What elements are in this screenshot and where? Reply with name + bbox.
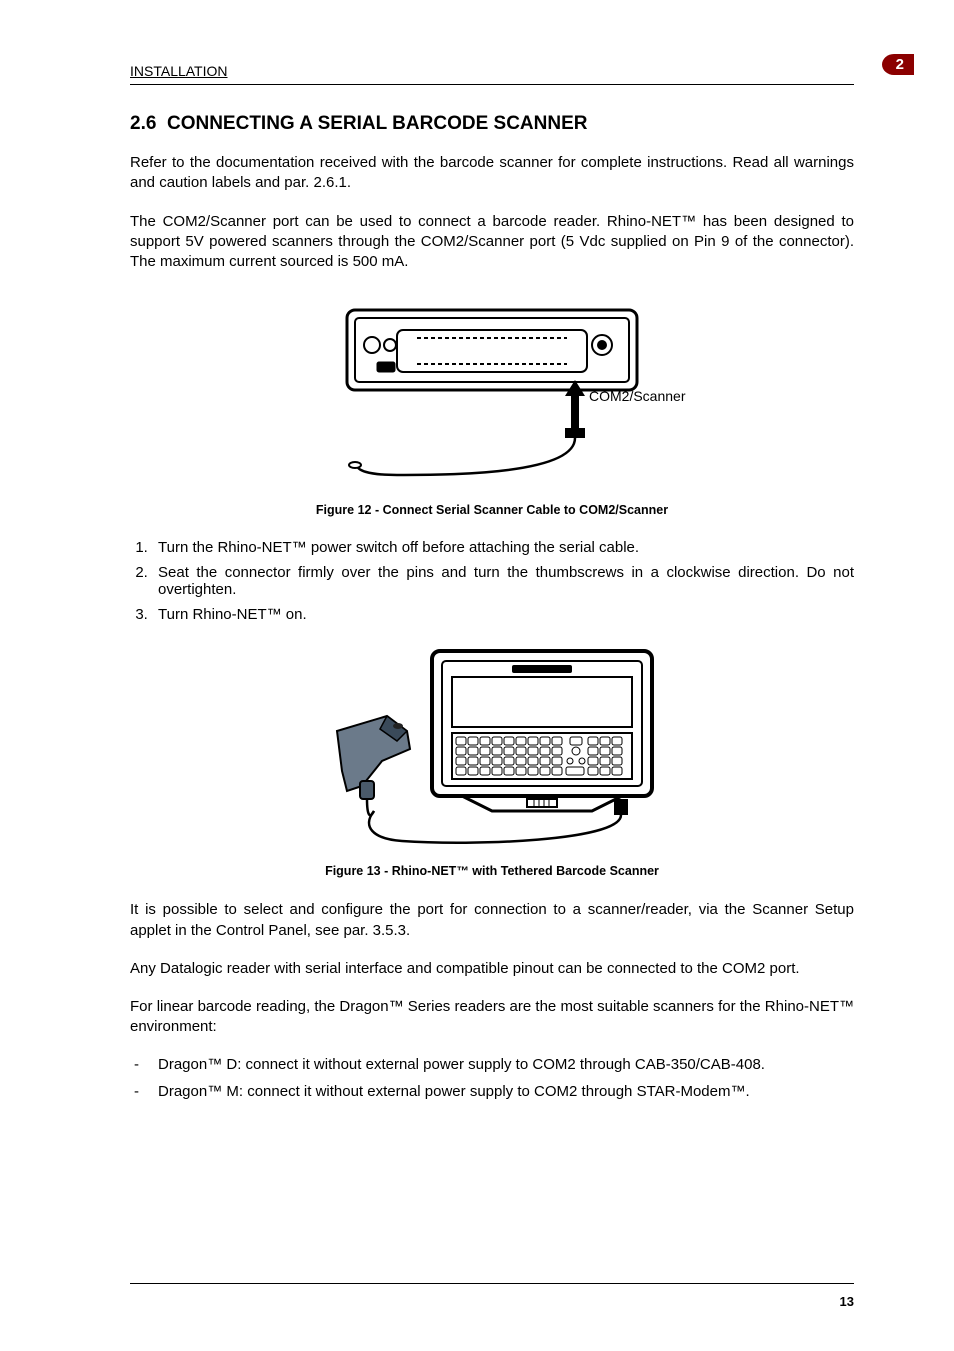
dragon-d-item: Dragon™ D: connect it without external p… — [130, 1056, 854, 1073]
figure-13-svg — [312, 641, 672, 851]
figure-12-caption: Figure 12 - Connect Serial Scanner Cable… — [130, 503, 854, 517]
section-number: 2.6 — [130, 113, 156, 134]
paragraph-intro: Refer to the documentation received with… — [130, 153, 854, 194]
paragraph-compatible: Any Datalogic reader with serial interfa… — [130, 959, 854, 979]
page-footer: 13 — [130, 1283, 854, 1309]
section-heading: 2.6 CONNECTING A SERIAL BARCODE SCANNER — [130, 113, 854, 135]
figure-13: Figure 13 - Rhino-NET™ with Tethered Bar… — [130, 641, 854, 878]
page-header: INSTALLATION 2 — [130, 60, 854, 85]
paragraph-com2-desc: The COM2/Scanner port can be used to con… — [130, 212, 854, 273]
chapter-number-badge: 2 — [882, 54, 914, 75]
step-2: Seat the connector firmly over the pins … — [152, 564, 854, 598]
dragon-list: Dragon™ D: connect it without external p… — [130, 1056, 854, 1100]
dragon-m-item: Dragon™ M: connect it without external p… — [130, 1083, 854, 1100]
figure-12-port-label: COM2/Scanner — [589, 388, 685, 404]
header-section-name: INSTALLATION — [130, 63, 228, 79]
page-number: 13 — [840, 1294, 854, 1309]
step-1: Turn the Rhino-NET™ power switch off bef… — [152, 539, 854, 556]
step-3: Turn Rhino-NET™ on. — [152, 606, 854, 623]
figure-13-caption: Figure 13 - Rhino-NET™ with Tethered Bar… — [130, 864, 854, 878]
figure-12: COM2/Scanner Figure 12 - Connect Serial … — [130, 290, 854, 517]
paragraph-config: It is possible to select and configure t… — [130, 900, 854, 941]
steps-list: Turn the Rhino-NET™ power switch off bef… — [130, 539, 854, 623]
section-title: CONNECTING A SERIAL BARCODE SCANNER — [167, 113, 588, 134]
paragraph-dragon: For linear barcode reading, the Dragon™ … — [130, 997, 854, 1038]
